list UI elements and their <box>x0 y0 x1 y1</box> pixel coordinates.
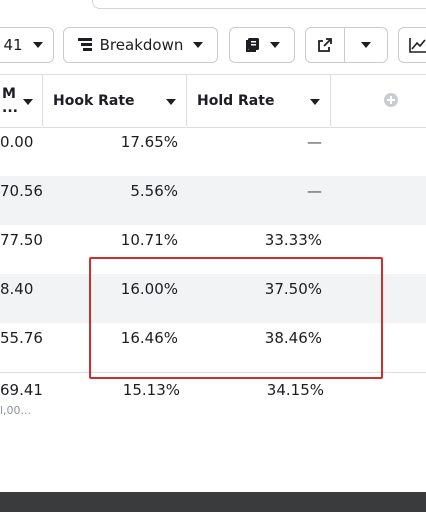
toolbar: 41 Breakdown <box>0 0 426 74</box>
chevron-down-icon <box>361 42 371 48</box>
export-dropdown-button[interactable] <box>344 27 388 63</box>
partial-cell: 55.76 <box>0 329 43 347</box>
chevron-down-icon <box>193 42 204 48</box>
hold-rate-cell: — <box>307 133 322 151</box>
hold-rate-cell: 38.46% <box>264 329 322 347</box>
column-divider <box>186 74 187 126</box>
breakdown-button[interactable]: Breakdown <box>63 27 218 63</box>
table-row[interactable]: 8.40 16.00% 37.50% <box>0 274 426 323</box>
chevron-down-icon <box>32 42 43 48</box>
bottom-bar <box>0 492 426 512</box>
hold-rate-cell: 33.33% <box>264 231 322 249</box>
partial-cell: 77.50 <box>0 231 43 249</box>
top-panel-edge <box>92 0 426 9</box>
table-row[interactable]: 70.56 5.56% — <box>0 176 426 225</box>
chevron-down-icon <box>269 42 280 48</box>
highlight-box <box>89 257 383 379</box>
columns-dropdown[interactable]: 41 <box>0 27 54 63</box>
header-hold-rate-label: Hold Rate <box>197 93 275 109</box>
chart-button[interactable] <box>398 27 426 63</box>
total-partial-cell: 69.41 <box>0 381 43 399</box>
hook-rate-cell: 10.71% <box>120 231 178 249</box>
hook-rate-cell: 16.00% <box>120 280 178 298</box>
add-column-button[interactable] <box>384 93 398 107</box>
hook-rate-cell: 17.65% <box>120 133 178 151</box>
partial-cell: 8.40 <box>0 280 34 298</box>
export-button[interactable] <box>305 27 345 63</box>
partial-cell: 0.00 <box>0 133 34 151</box>
table-header: M ... Hook Rate Hold Rate <box>0 74 426 128</box>
breakdown-icon <box>77 38 92 51</box>
reports-button[interactable] <box>229 27 295 63</box>
column-divider <box>330 74 331 126</box>
add-column-icon <box>387 96 395 104</box>
column-divider <box>42 74 43 126</box>
hold-rate-cell: 37.50% <box>264 280 322 298</box>
table-row[interactable]: 0.00 17.65% — <box>0 127 426 176</box>
hold-rate-cell: — <box>307 182 322 200</box>
report-icon <box>245 38 259 52</box>
chevron-down-icon <box>166 99 176 105</box>
total-hold-rate-cell: 34.15% <box>266 381 324 399</box>
chart-icon <box>409 38 426 53</box>
header-partial-top: M <box>2 86 16 102</box>
export-icon <box>318 38 332 52</box>
hook-rate-cell: 16.46% <box>120 329 178 347</box>
table-row[interactable]: 55.76 16.46% 38.46% <box>0 323 426 372</box>
table-row[interactable]: 77.50 10.71% 33.33% <box>0 225 426 274</box>
header-hold-rate[interactable]: Hold Rate <box>186 75 330 127</box>
hook-rate-cell: 5.56% <box>130 182 178 200</box>
chevron-down-icon <box>310 99 320 105</box>
total-hook-rate-cell: 15.13% <box>122 381 180 399</box>
header-partial-column[interactable]: M ... <box>0 75 42 127</box>
header-hook-rate[interactable]: Hook Rate <box>42 75 186 127</box>
header-hook-rate-label: Hook Rate <box>53 93 135 109</box>
total-partial-subtext: l,00... <box>0 404 32 417</box>
totals-row: 69.41 l,00... 15.13% 34.15% <box>0 372 426 483</box>
header-partial-bottom: ... <box>2 100 18 116</box>
breakdown-label: Breakdown <box>99 36 184 54</box>
partial-cell: 70.56 <box>0 182 43 200</box>
chevron-down-icon[interactable] <box>23 99 33 105</box>
columns-dropdown-label: 41 <box>3 36 23 54</box>
